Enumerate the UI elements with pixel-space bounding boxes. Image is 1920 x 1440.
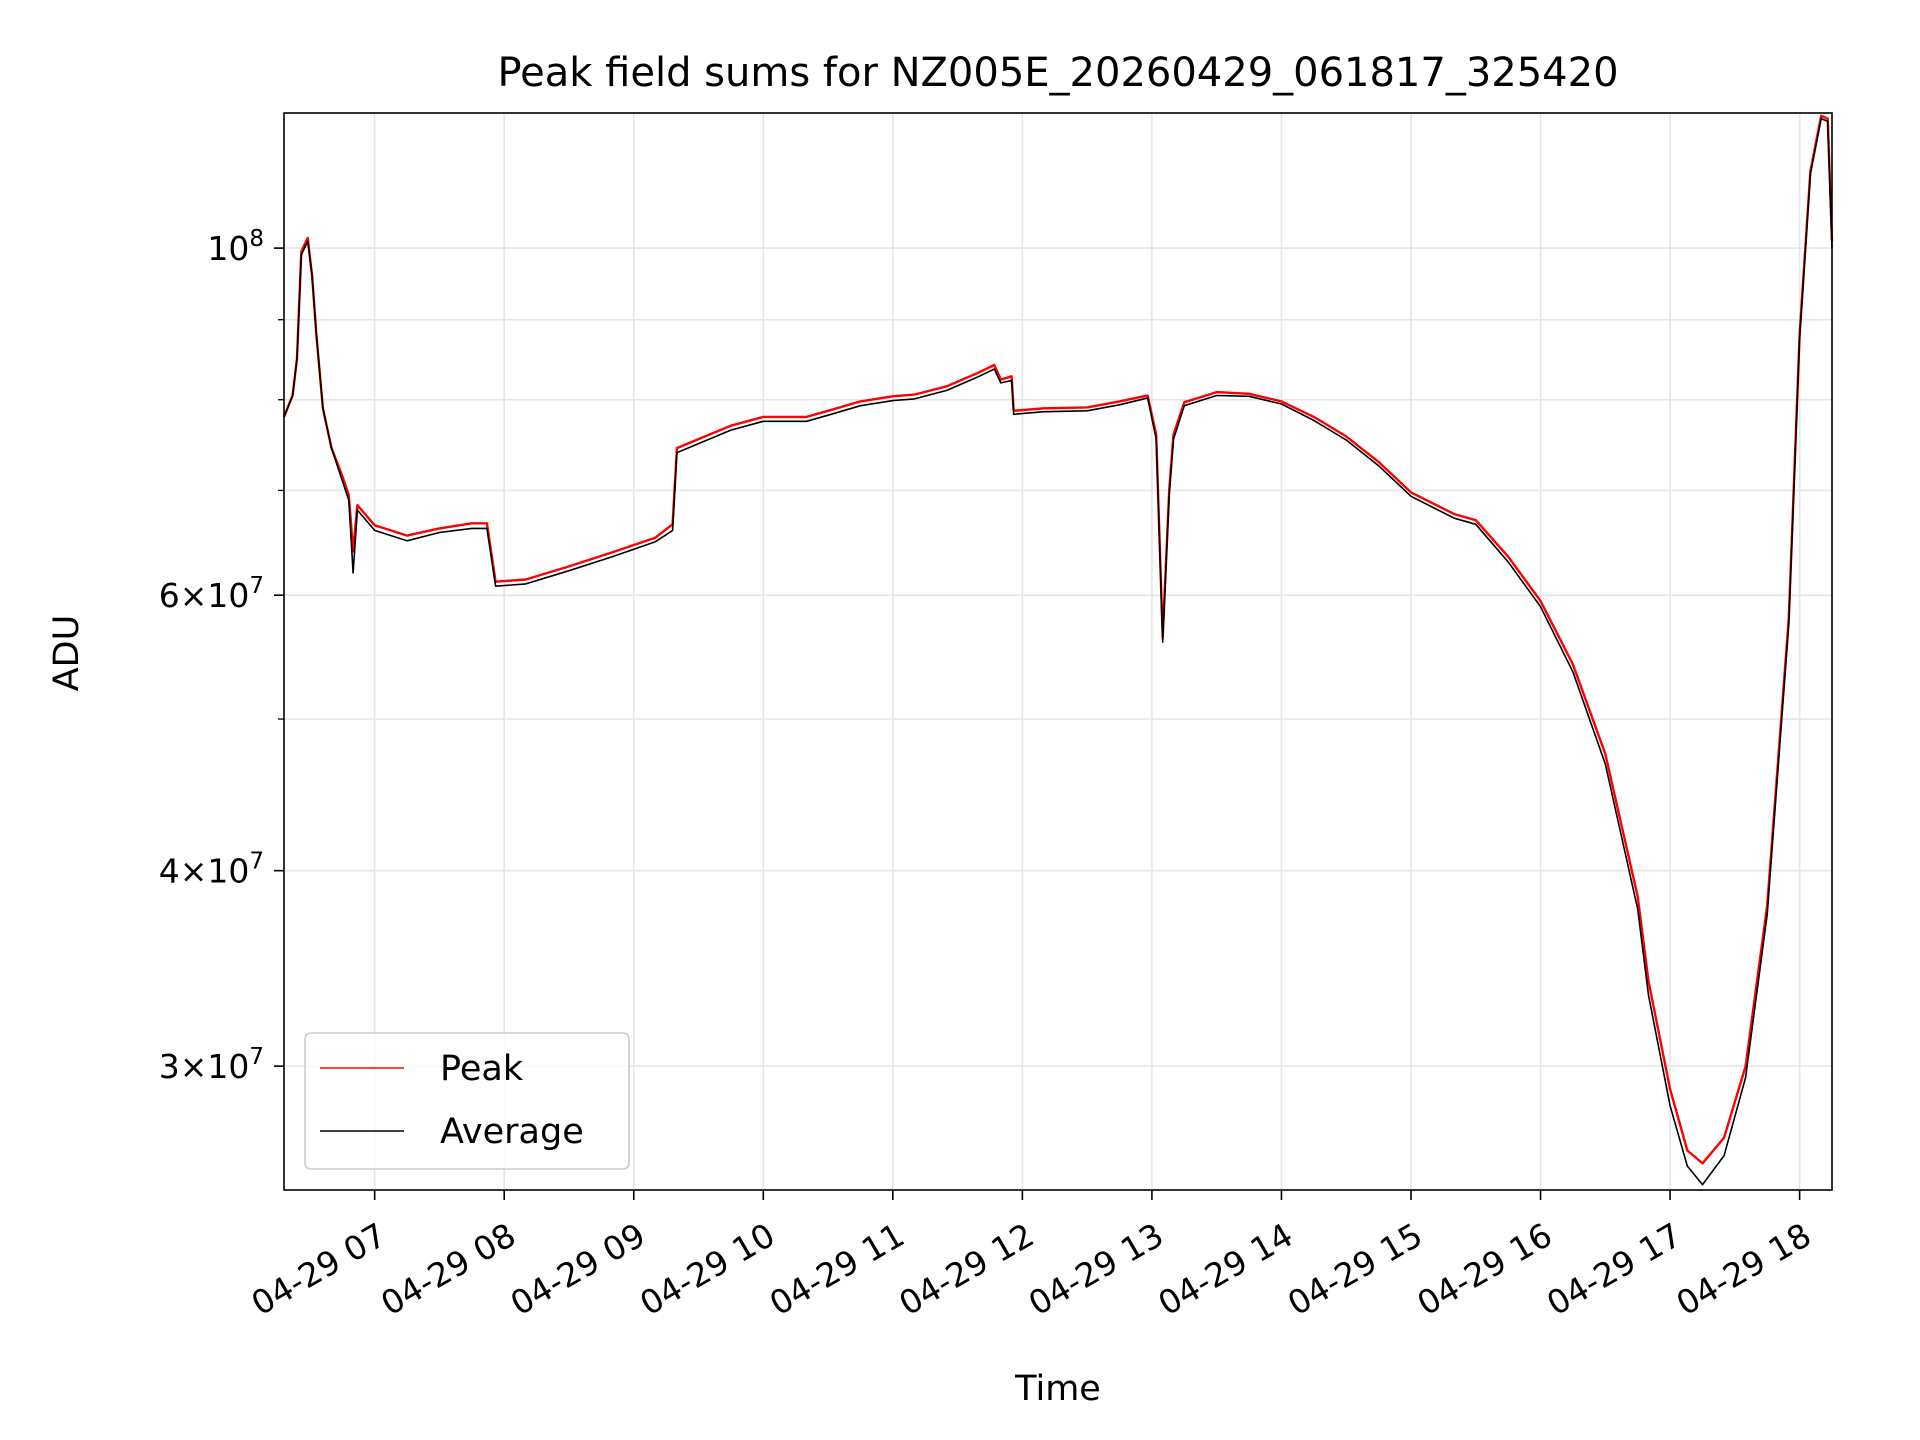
series-line-peak xyxy=(282,114,1834,1165)
legend-label-average: Average xyxy=(440,1112,584,1152)
legend: Peak Average xyxy=(304,1032,630,1170)
legend-box xyxy=(304,1032,630,1170)
chart-title: Peak field sums for NZ005E_20260429_0618… xyxy=(497,50,1618,96)
y-tick-label: 4×107 xyxy=(159,849,264,891)
grid xyxy=(284,113,1832,1190)
y-tick-label: 6×107 xyxy=(159,573,264,615)
plot-frame xyxy=(283,112,1833,1191)
series-line-average xyxy=(283,117,1833,1186)
series-layer xyxy=(282,114,1834,1186)
legend-label-peak: Peak xyxy=(440,1049,524,1089)
x-axis-label: Time xyxy=(1014,1369,1101,1409)
y-tick-label: 3×107 xyxy=(159,1044,264,1086)
y-axis-label: ADU xyxy=(47,615,87,692)
